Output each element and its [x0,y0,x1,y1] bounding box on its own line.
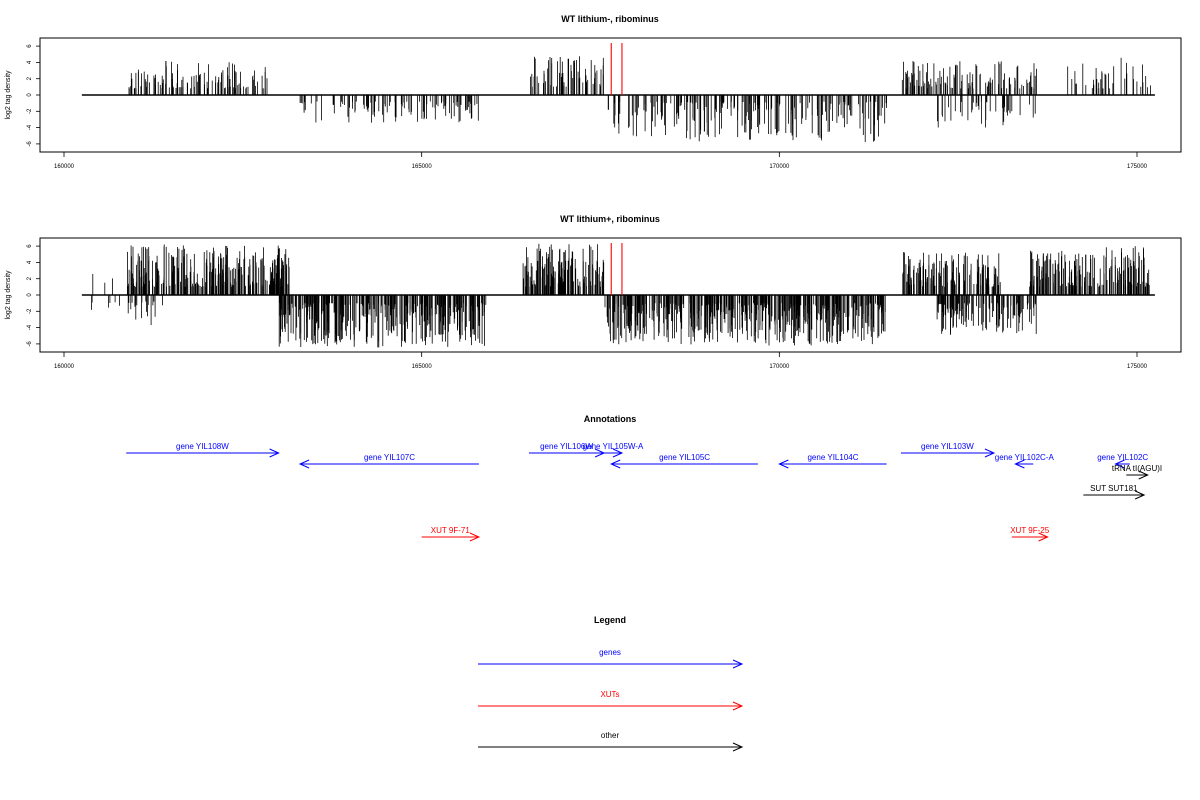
annotation-feature: XUT 9F-71 [421,526,481,542]
feature-label: XUT 9F-25 [1010,526,1050,535]
feature-arrow-head [732,742,744,752]
y-tick-label: 4 [27,260,33,264]
x-axis-ticks: 160000 165000 170000 175000 [54,152,1148,170]
x-tick-label: 160000 [54,164,75,170]
x-tick-label: 170000 [769,164,790,170]
x-tick-label: 175000 [1127,364,1148,370]
y-tick-label: -6 [27,141,33,147]
annotation-feature: gene YIL105C [609,453,758,469]
feature-label: gene YIL102C-A [995,453,1055,462]
legend-item-label: XUTs [600,690,619,699]
feature-label: gene YIL104C [807,453,858,462]
legend-title: Legend [594,615,626,625]
feature-arrow-head [269,448,280,458]
annotation-feature: gene YIL108W [126,442,280,458]
feature-label: XUT 9F-71 [431,526,471,535]
y-tick-label: 0 [27,293,33,297]
feature-arrow-head [732,701,744,711]
legend-item: XUTs [478,690,744,711]
annotation-feature: gene YIL103W [900,442,996,458]
y-axis-label: log2 tag density [5,70,12,120]
feature-label: gene YIL102C [1097,453,1148,462]
annotation-feature: SUT SUT181 [1083,484,1146,500]
feature-arrow-head [609,459,621,469]
y-tick-label: -6 [27,341,33,347]
annotation-feature: gene YIL104C [778,453,887,469]
annotation-feature: XUT 9F-25 [1010,526,1050,542]
x-axis-ticks: 160000 165000 170000 175000 [54,352,1148,370]
feature-arrow-head [778,459,789,469]
density-bars [81,243,1155,348]
feature-arrow-head [298,459,310,469]
feature-label: gene YIL107C [364,453,415,462]
feature-arrow-head [1134,490,1146,500]
feature-label: SUT SUT181 [1090,484,1138,493]
feature-arrow-head [1038,532,1049,542]
annotations-track: Annotations gene YIL108W gene YIL107C gene… [126,414,1162,542]
y-tick-label: 6 [27,44,33,48]
y-tick-label: 0 [27,93,33,97]
feature-arrow-head [984,448,996,458]
panel-title: WT lithium+, ribominus [560,214,660,224]
feature-arrow-head [732,659,744,669]
track-panel-lithium-plus: WT lithium+, ribominus log2 tag density … [5,214,1182,370]
feature-label: gene YIL106W [540,442,593,451]
y-axis-ticks: 6 4 2 0 -2 -4 -6 [27,244,40,347]
feature-arrow-head [1014,459,1025,469]
y-tick-label: -2 [27,308,33,314]
y-tick-label: 2 [27,276,33,280]
legend-item-label: other [601,731,620,740]
legend-item-label: genes [599,648,621,657]
track-panel-lithium-minus: WT lithium-, ribominus log2 tag density … [5,14,1182,170]
x-tick-label: 160000 [54,364,75,370]
feature-label: gene YIL108W [176,442,229,451]
feature-arrow-head [469,532,481,542]
annotation-feature: gene YIL105W-A [583,442,644,458]
feature-label: gene YIL105C [659,453,710,462]
legend-item: genes [478,648,744,669]
y-tick-label: -4 [27,124,33,130]
annotation-feature: gene YIL107C [298,453,479,469]
density-bars [81,43,1155,142]
y-axis-label: log2 tag density [5,270,12,320]
x-tick-label: 165000 [412,364,433,370]
annotations-title: Annotations [584,414,637,424]
y-axis-ticks: 6 4 2 0 -2 -4 -6 [27,44,40,147]
feature-label: gene YIL105W-A [583,442,644,451]
y-tick-label: 4 [27,60,33,64]
legend: Legend genes XUTs other [478,615,744,752]
y-tick-label: 6 [27,244,33,248]
annotation-feature: gene YIL102C-A [995,453,1055,469]
annotation-feature: gene YIL102C [1097,453,1148,469]
x-tick-label: 175000 [1127,164,1148,170]
x-tick-label: 165000 [412,164,433,170]
annotation-feature: tRNA tI(AGU)I [1112,464,1162,480]
panel-title: WT lithium-, ribominus [561,14,659,24]
feature-label: gene YIL103W [921,442,974,451]
y-tick-label: 2 [27,76,33,80]
feature-arrow-head [1114,459,1125,469]
feature-label: tRNA tI(AGU)I [1112,464,1162,473]
legend-items: genes XUTs other [478,648,744,752]
x-tick-label: 170000 [769,364,790,370]
y-tick-label: -4 [27,324,33,330]
legend-item: other [478,731,744,752]
feature-arrow-head [612,448,624,458]
feature-arrow-head [1138,470,1149,480]
y-tick-label: -2 [27,108,33,114]
